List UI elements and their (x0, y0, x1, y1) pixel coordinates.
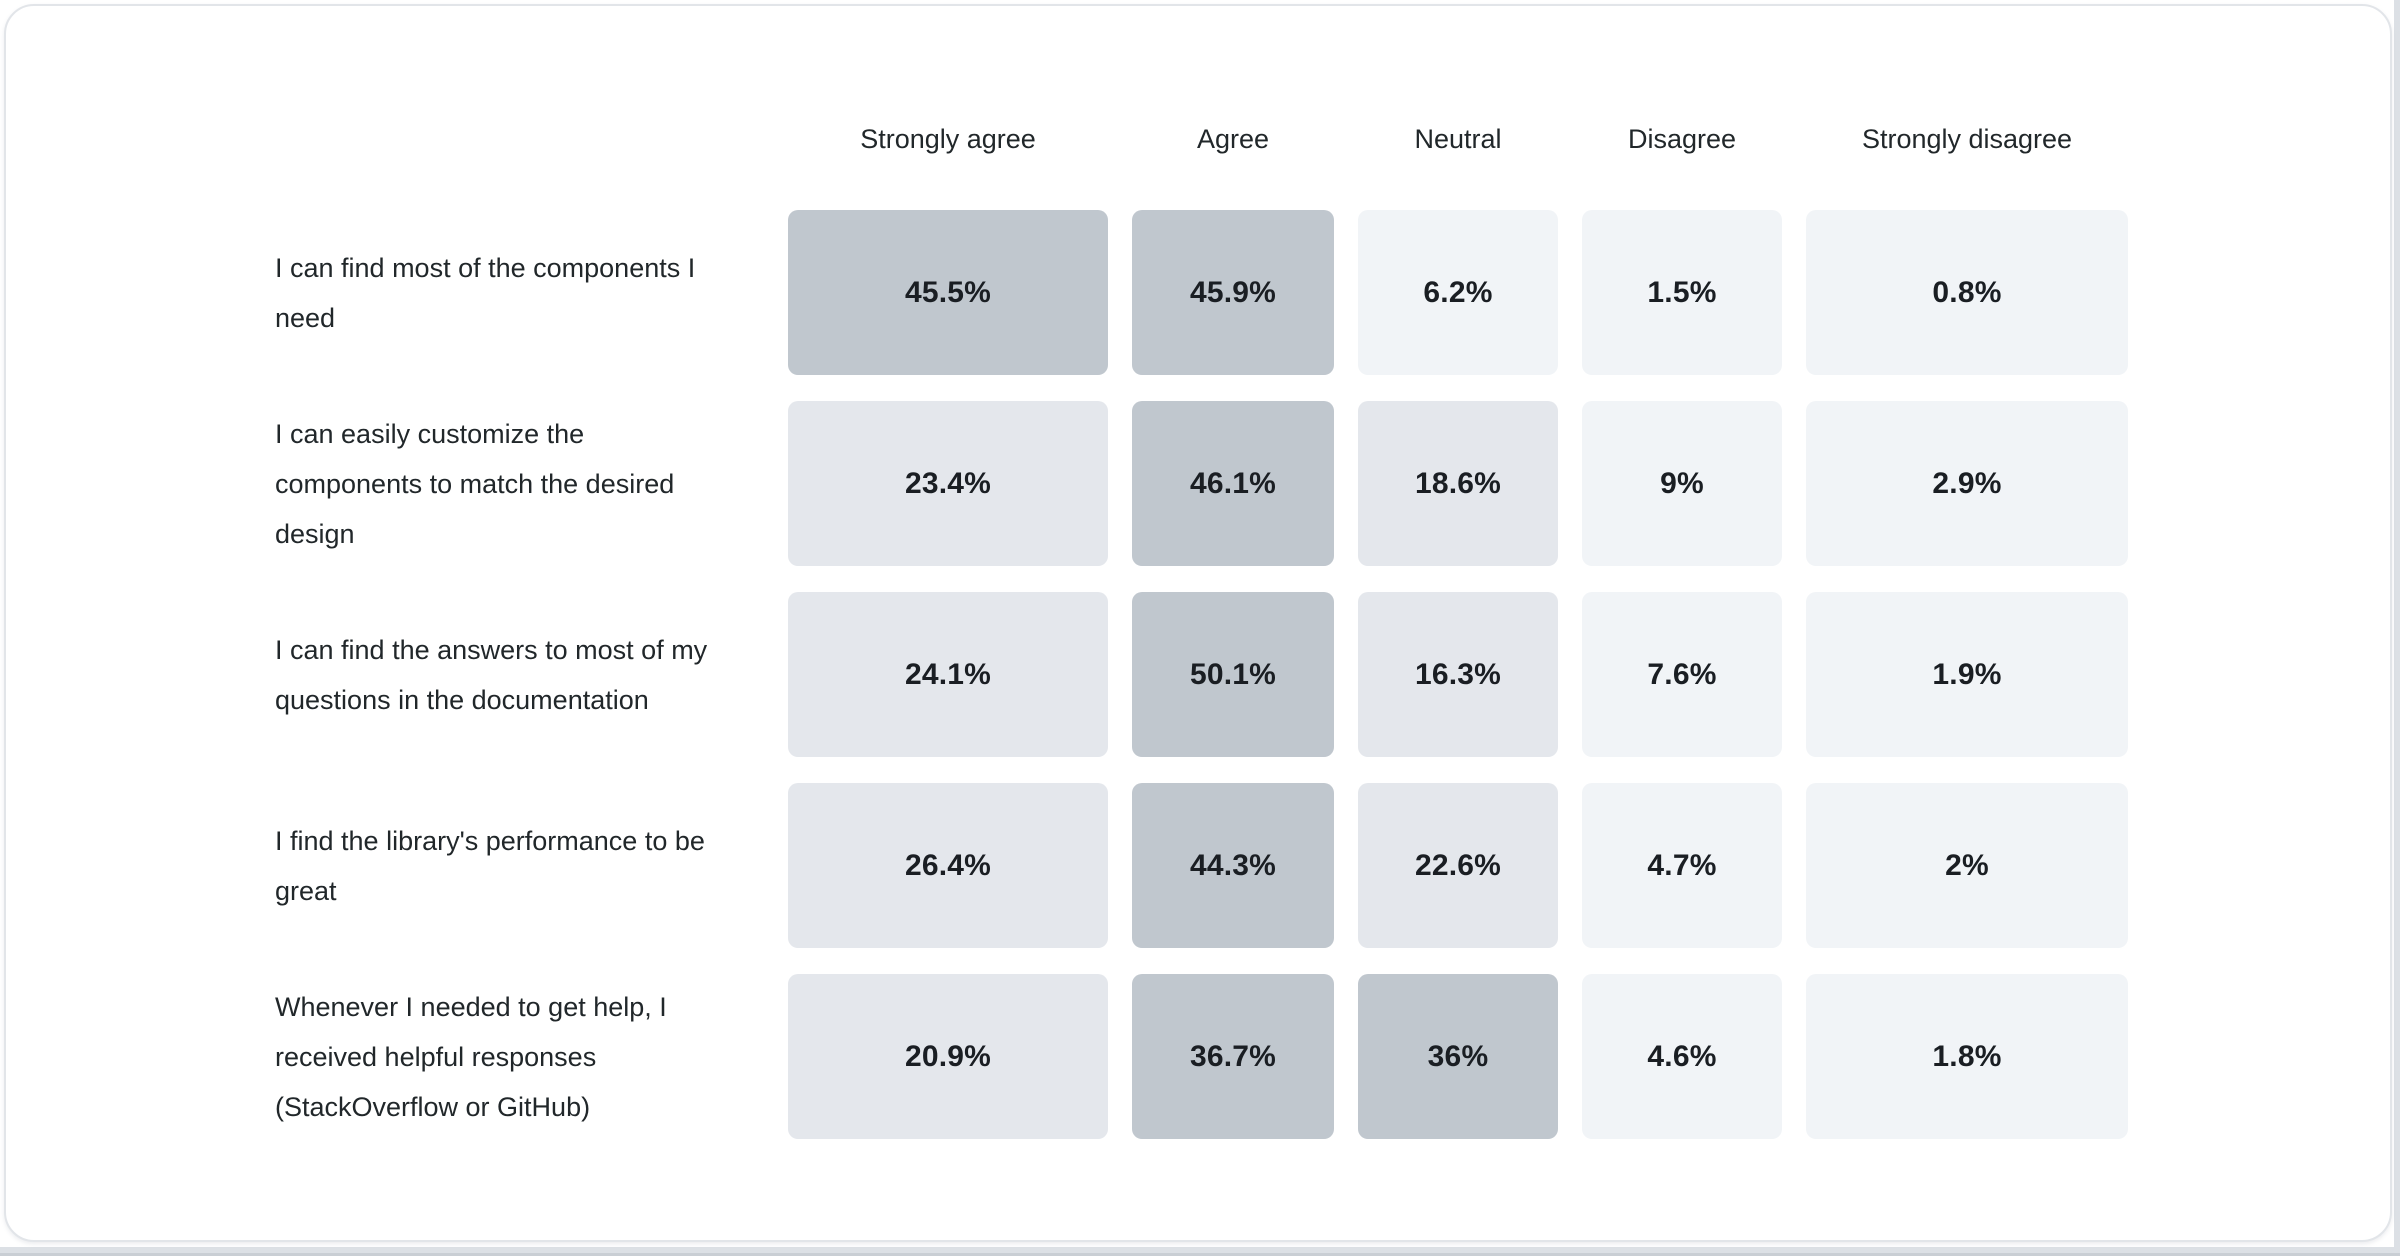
heatmap-cell: 4.7% (1582, 783, 1782, 948)
heatmap-cell: 36.7% (1132, 974, 1334, 1139)
heatmap-cell: 26.4% (788, 783, 1108, 948)
likert-heatmap: Strongly agree Agree Neutral Disagree St… (275, 115, 2128, 1139)
heatmap-cell: 1.9% (1806, 592, 2128, 757)
bottom-edge-strip (0, 1247, 2400, 1256)
heatmap-cell: 50.1% (1132, 592, 1334, 757)
heatmap-cell: 44.3% (1132, 783, 1334, 948)
column-header-disagree: Disagree (1627, 124, 1737, 154)
heatmap-cell: 0.8% (1806, 210, 2128, 375)
column-header-strongly-disagree: Strongly disagree (1861, 124, 2073, 154)
heatmap-cell: 2.9% (1806, 401, 2128, 566)
heatmap-cell: 24.1% (788, 592, 1108, 757)
heatmap-cell: 7.6% (1582, 592, 1782, 757)
right-edge-strip (2394, 0, 2400, 1256)
heatmap-cell: 4.6% (1582, 974, 1782, 1139)
heatmap-cell: 46.1% (1132, 401, 1334, 566)
heatmap-cell: 16.3% (1358, 592, 1558, 757)
heatmap-cell: 2% (1806, 783, 2128, 948)
column-header-agree: Agree (1196, 124, 1270, 154)
heatmap-cell: 20.9% (788, 974, 1108, 1139)
corner-spacer (275, 115, 764, 184)
heatmap-cell: 45.9% (1132, 210, 1334, 375)
column-header-neutral: Neutral (1414, 124, 1502, 154)
row-label: Whenever I needed to get help, I receive… (275, 991, 667, 1122)
heatmap-cell: 9% (1582, 401, 1782, 566)
heatmap-cell: 45.5% (788, 210, 1108, 375)
heatmap-cell: 6.2% (1358, 210, 1558, 375)
heatmap-cell: 18.6% (1358, 401, 1558, 566)
row-label: I can find the answers to most of my que… (275, 634, 708, 715)
row-label: I can find most of the components I need (275, 252, 696, 333)
heatmap-cell: 23.4% (788, 401, 1108, 566)
heatmap-cell: 1.5% (1582, 210, 1782, 375)
heatmap-cell: 1.8% (1806, 974, 2128, 1139)
column-header-strongly-agree: Strongly agree (860, 124, 1036, 154)
heatmap-cell: 36% (1358, 974, 1558, 1139)
row-label: I find the library's performance to be g… (275, 825, 705, 906)
row-label: I can easily customize the components to… (275, 418, 675, 549)
heatmap-cell: 22.6% (1358, 783, 1558, 948)
bottom-edge-line (0, 1253, 2400, 1256)
